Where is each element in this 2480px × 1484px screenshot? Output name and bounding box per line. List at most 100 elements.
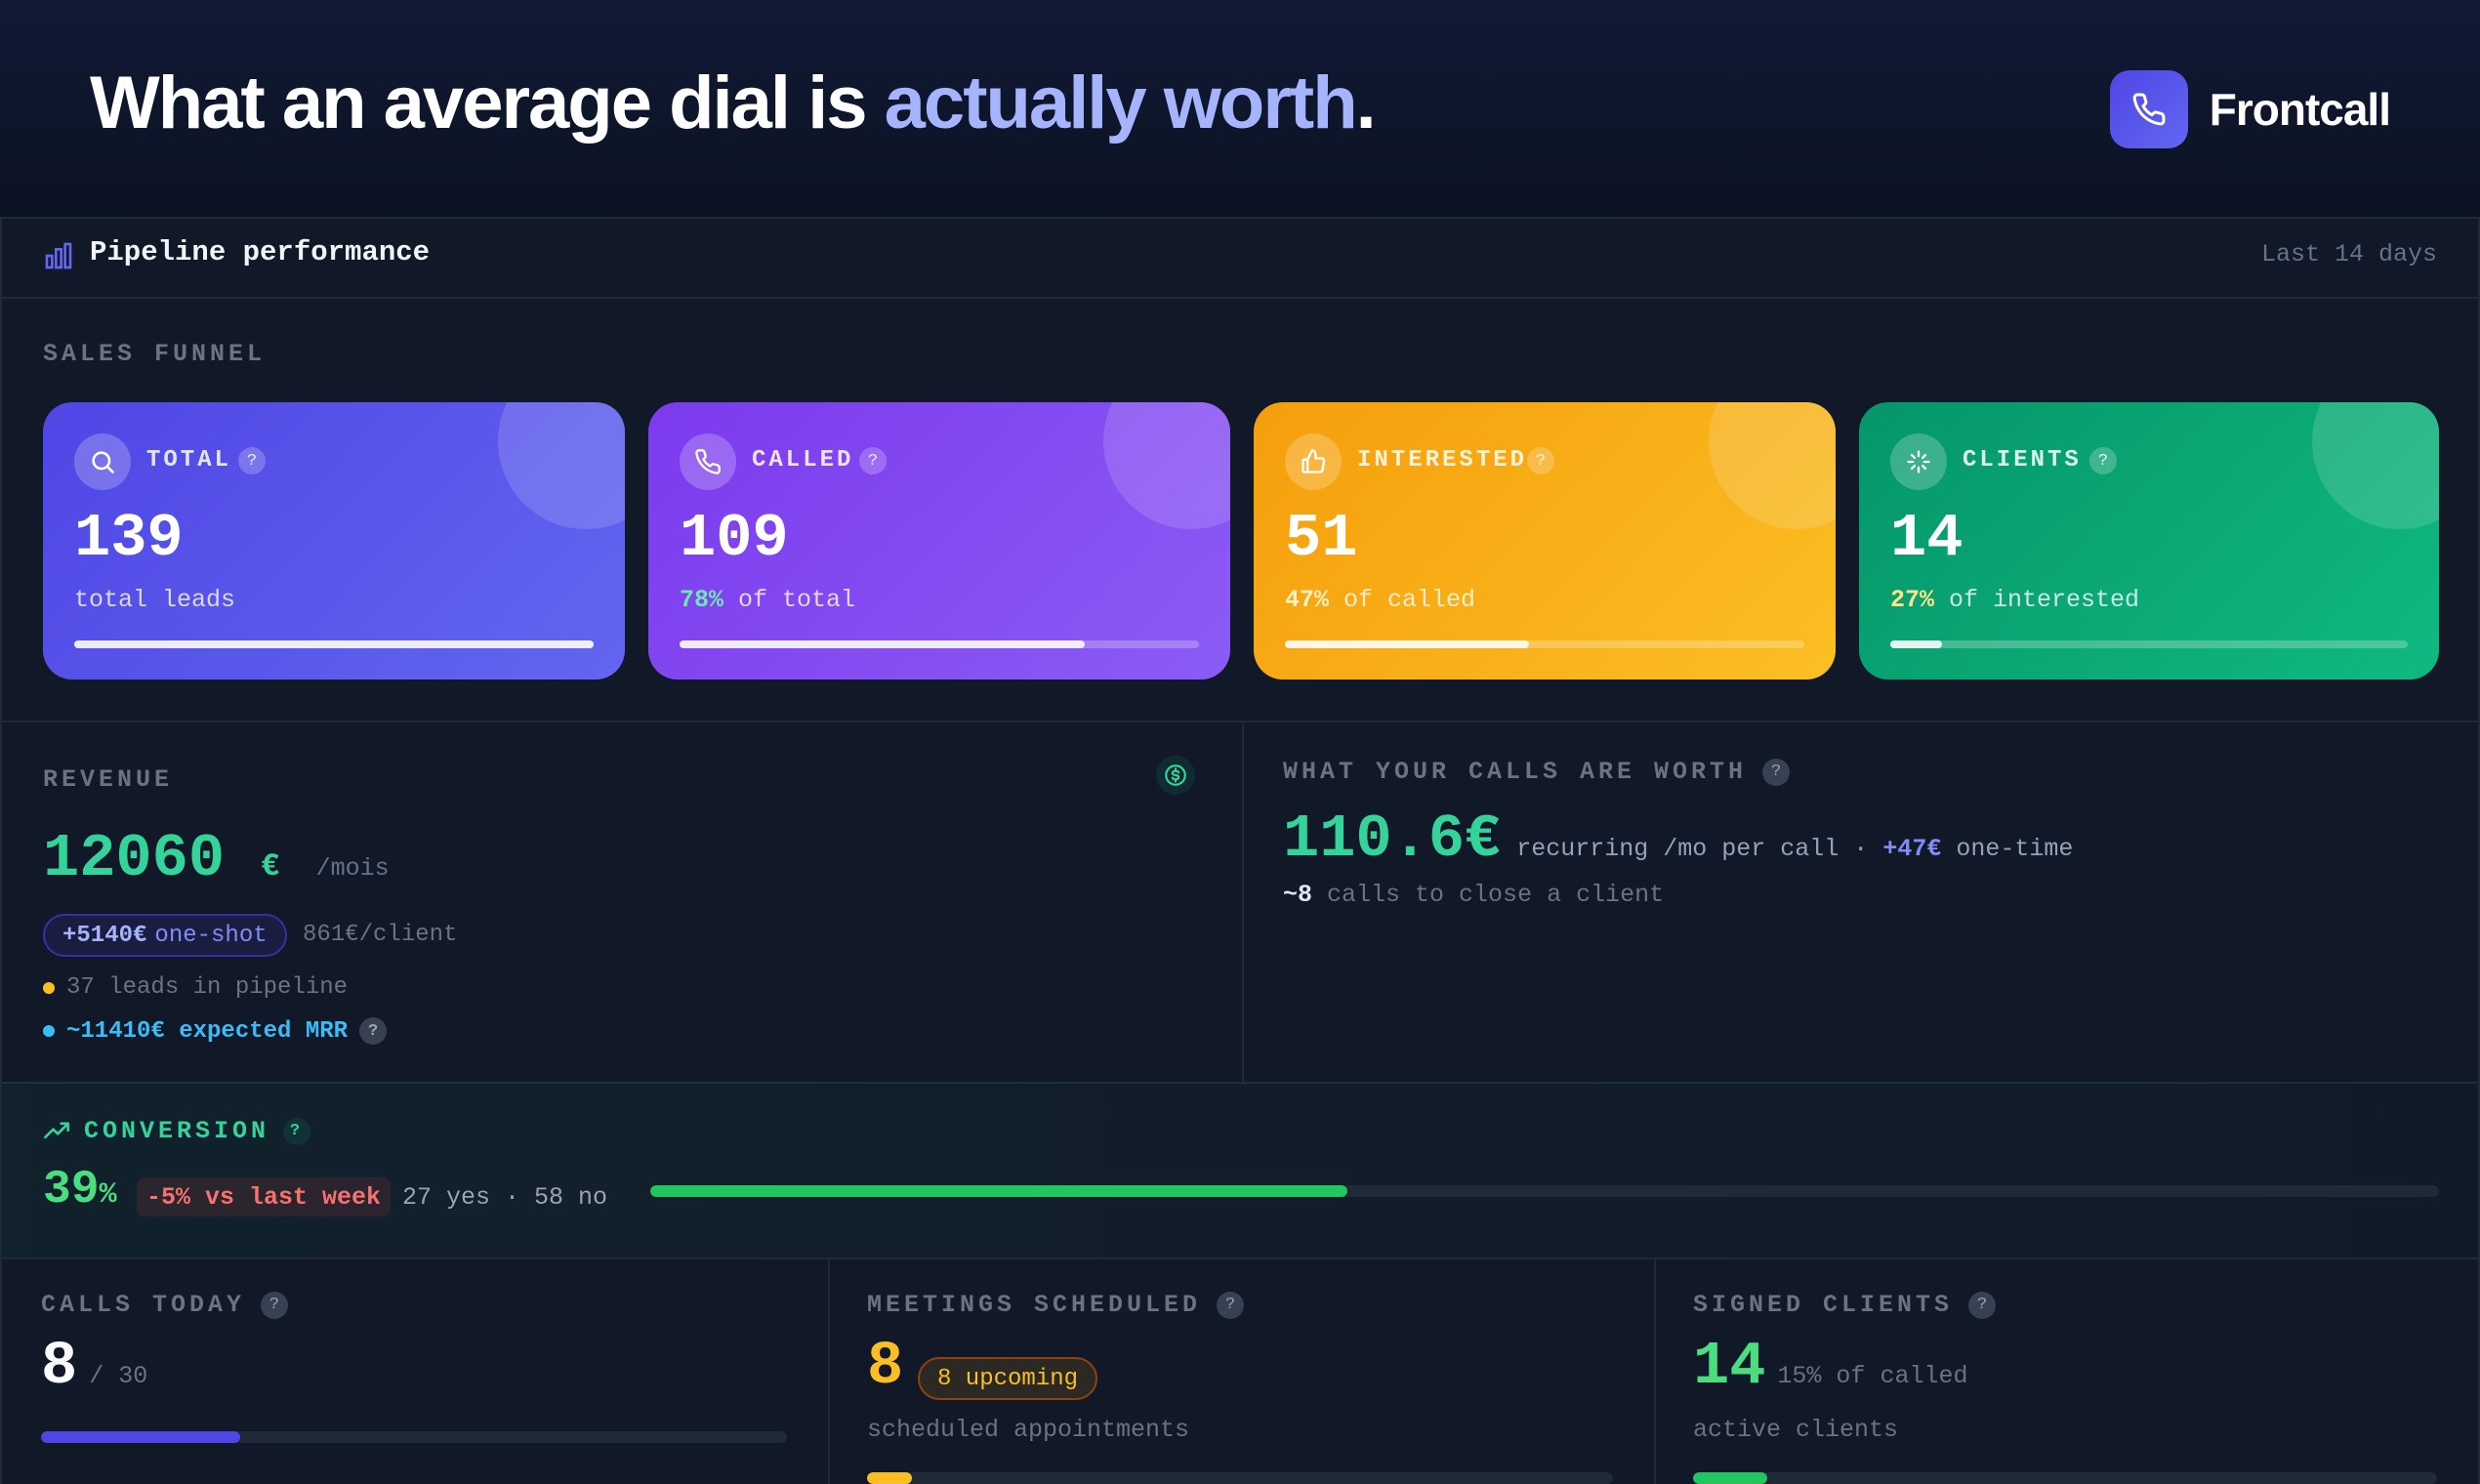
card-sub-text: of total (738, 586, 856, 614)
worth-value-row: 110.6€ recurring /mo per call · +47€ one-… (1283, 804, 2073, 874)
signed-clients-value: 14 15% of called (1693, 1332, 1967, 1401)
sales-funnel-label: SALES FUNNEL (43, 340, 267, 368)
divider (2, 1257, 2478, 1259)
calls-today-target: / 30 (89, 1362, 148, 1390)
per-client-value: 861€/client (303, 922, 458, 948)
card-label: CALLED (752, 447, 854, 474)
card-sub-text: of called (1343, 586, 1476, 614)
help-icon[interactable]: ? (1527, 447, 1554, 474)
worth-detail: recurring /mo per call · +47€ one-time (1516, 835, 2073, 863)
card-subtitle: 78% of total (680, 586, 855, 614)
divider (2, 721, 2478, 722)
revenue-label: REVENUE (43, 765, 174, 794)
meetings-header: MEETINGS SCHEDULED? (867, 1291, 1245, 1319)
phone-icon (680, 433, 736, 490)
revenue-value: 12060 € /mois (43, 824, 390, 893)
thumbs-up-icon (1285, 433, 1342, 490)
worth-value: 110.6€ (1283, 804, 1502, 874)
card-value: 14 (1890, 504, 1963, 573)
progress-fill (74, 640, 594, 648)
signed-clients-percent: 15% of called (1777, 1362, 1968, 1390)
help-icon[interactable]: ? (1968, 1291, 1997, 1319)
brand-name: Frontcall (2209, 84, 2391, 135)
calls-today-number: 8 (41, 1332, 78, 1401)
page-title: What an average dial is actually worth. (90, 61, 1377, 145)
signed-clients-number: 14 (1693, 1332, 1766, 1401)
conversion-fill (650, 1185, 1348, 1197)
one-shot-amount: +5140€ (62, 922, 147, 949)
meetings-bar (867, 1472, 1613, 1484)
upcoming-badge: 8 upcoming (918, 1357, 1098, 1400)
worth-header: WHAT YOUR CALLS ARE WORTH? (1283, 758, 1791, 786)
calls-today-value: 8 / 30 (41, 1332, 147, 1401)
funnel-card-total[interactable]: TOTAL ? 139 total leads (43, 402, 625, 680)
conversion-number: 39 (43, 1164, 100, 1216)
conversion-bar (650, 1185, 2439, 1197)
pipeline-leads: 37 leads in pipeline (43, 974, 348, 1001)
title-start: What an average dial is (90, 62, 885, 144)
help-icon[interactable]: ? (859, 447, 887, 474)
yes-no-count: 27 yes · 58 no (402, 1183, 608, 1212)
one-shot-label: one-shot (154, 922, 268, 949)
help-icon[interactable]: ? (1217, 1291, 1245, 1319)
funnel-card-interested[interactable]: INTERESTED ? 51 47% of called (1254, 402, 1836, 680)
help-icon[interactable]: ? (1762, 758, 1791, 786)
conversion-label: CONVERSION (84, 1117, 270, 1145)
date-range[interactable]: Last 14 days (2260, 240, 2437, 268)
meetings-label: MEETINGS SCHEDULED (867, 1291, 1202, 1319)
calls-today-label: CALLS TODAY (41, 1291, 246, 1319)
calls-today-bar (41, 1431, 787, 1443)
revenue-currency: € (261, 848, 280, 885)
help-icon[interactable]: ? (283, 1117, 311, 1145)
signed-clients-fill (1693, 1472, 1768, 1484)
progress-fill (1285, 640, 1530, 648)
signed-clients-label: SIGNED CLIENTS (1693, 1291, 1954, 1319)
sparkle-icon (1890, 433, 1947, 490)
card-percent: 78% (680, 586, 724, 614)
conversion-section (2, 1082, 2478, 1257)
dollar-circle-icon (1156, 756, 1195, 795)
divider (2, 1082, 2478, 1084)
calls-today-fill (41, 1431, 240, 1443)
progress-fill (1890, 640, 1942, 648)
worth-label: WHAT YOUR CALLS ARE WORTH (1283, 758, 1748, 786)
card-subtitle: 47% of called (1285, 586, 1475, 614)
progress-fill (680, 640, 1085, 648)
card-label: TOTAL (146, 447, 232, 474)
hero-header: What an average dial is actually worth. … (0, 0, 2480, 217)
progress-bar (680, 640, 1199, 648)
funnel-card-clients[interactable]: CLIENTS ? 14 27% of interested (1859, 402, 2439, 680)
signed-clients-subtitle: active clients (1693, 1416, 1899, 1444)
meetings-subtitle: scheduled appointments (867, 1416, 1190, 1444)
help-icon[interactable]: ? (238, 447, 266, 474)
card-percent: 47% (1285, 586, 1330, 614)
title-accent: actually worth (884, 62, 1358, 144)
card-label: CLIENTS (1963, 447, 2082, 474)
decorative-circle (498, 402, 625, 529)
panel-title: Pipeline performance (90, 236, 431, 268)
calls-to-close: ~8 calls to close a client (1283, 881, 1664, 909)
status-dot (43, 1025, 55, 1037)
recurring-text: recurring /mo per call · (1516, 835, 1869, 863)
help-icon[interactable]: ? (2089, 447, 2117, 474)
card-subtitle: total leads (74, 586, 236, 614)
funnel-card-called[interactable]: CALLED ? 109 78% of total (648, 402, 1230, 680)
divider (1242, 722, 1244, 1082)
expected-mrr: ~11410€ expected MRR? (43, 1017, 388, 1045)
help-icon[interactable]: ? (261, 1291, 289, 1319)
help-icon[interactable]: ? (359, 1017, 388, 1045)
card-value: 139 (74, 504, 184, 573)
conversion-delta-badge: -5% vs last week (137, 1177, 392, 1216)
signed-clients-bar (1693, 1472, 2437, 1484)
one-time-amount: +47€ (1882, 835, 1942, 863)
revenue-period: /mois (315, 854, 390, 883)
conversion-percent-sign: % (99, 1178, 117, 1212)
progress-bar (1285, 640, 1804, 648)
calls-today-header: CALLS TODAY? (41, 1291, 289, 1319)
expected-text: ~11410€ expected MRR (66, 1017, 349, 1045)
meetings-fill (867, 1472, 912, 1484)
divider (828, 1259, 830, 1484)
panel-header: Pipeline performance Last 14 days (2, 219, 2478, 299)
brand[interactable]: Frontcall (2109, 70, 2391, 148)
card-label: INTERESTED (1357, 447, 1528, 474)
